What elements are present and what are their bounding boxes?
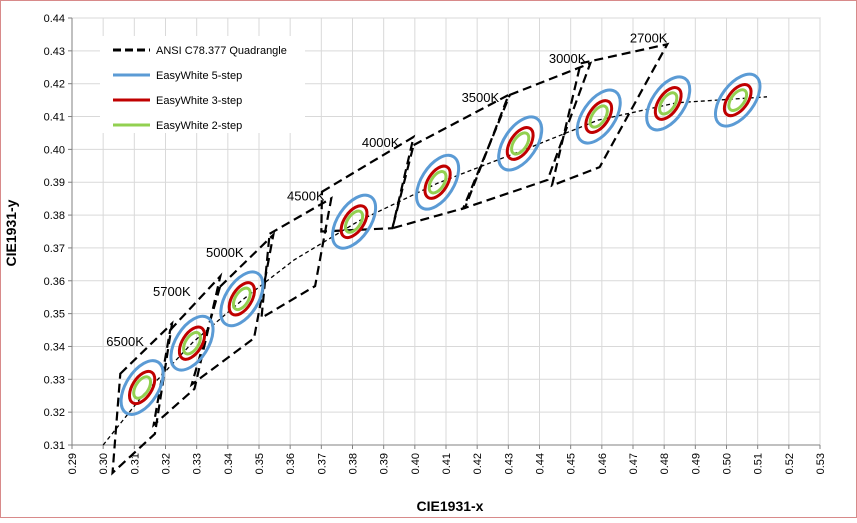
ellipse-5-step — [497, 115, 544, 172]
x-tick-label: 0.33 — [192, 453, 204, 474]
x-tick-label: 0.30 — [98, 453, 110, 474]
ellipse-5-step — [169, 314, 215, 372]
y-tick-label: 0.34 — [44, 341, 65, 353]
legend-label: EasyWhite 2-step — [156, 120, 242, 132]
x-tick-label: 0.44 — [535, 453, 547, 474]
cct-label: 6500K — [106, 334, 144, 349]
ellipse-2-step — [182, 330, 202, 356]
ansi-quadrangles — [111, 42, 670, 476]
axes: 0.29 0.30 0.31 0.32 0.33 0.34 0.35 0.36 0.37 0.38… — [44, 13, 827, 474]
ellipse-3-step — [584, 99, 614, 134]
y-tick-label: 0.31 — [44, 440, 65, 452]
x-tick-label: 0.52 — [784, 453, 796, 474]
x-tick-label: 0.43 — [503, 453, 515, 474]
ellipse-3-step — [423, 164, 452, 200]
cct-label: 2700K — [630, 31, 668, 46]
ellipse-5-step — [575, 88, 622, 145]
y-tick-label: 0.40 — [44, 144, 65, 156]
x-tick-label: 0.50 — [722, 453, 734, 474]
legend-label: ANSI C78.377 Quadrangle — [156, 45, 287, 57]
ellipse-5-step — [331, 193, 378, 250]
ellipse-3-step — [227, 281, 256, 317]
cct-label: 4000K — [362, 135, 400, 150]
ellipse-3-step — [653, 86, 683, 121]
y-tick-label: 0.41 — [44, 112, 65, 124]
ellipse-2-step — [588, 104, 609, 129]
y-tick-label: 0.37 — [44, 243, 65, 255]
x-tick-label: 0.46 — [597, 453, 609, 474]
legend-box — [100, 36, 305, 133]
ellipse-5-step — [645, 75, 692, 132]
y-axis-title: CIE1931-y — [3, 199, 19, 266]
ellipse-3-step — [128, 369, 157, 406]
x-tick-label: 0.31 — [129, 453, 141, 474]
x-tick-label: 0.53 — [815, 453, 827, 474]
ansi-quadrangle-3000k — [461, 61, 593, 211]
ellipse-5-step — [415, 153, 461, 211]
cct-label: 4500K — [287, 189, 325, 204]
y-tick-label: 0.39 — [44, 177, 65, 189]
x-tick-label: 0.35 — [254, 453, 266, 474]
ansi-quadrangle-4000k — [320, 134, 416, 233]
x-tick-label: 0.40 — [410, 453, 422, 474]
ellipse-5-step — [713, 72, 762, 128]
ellipse-2-step — [132, 375, 153, 400]
y-tick-label: 0.42 — [44, 79, 65, 91]
ansi-quadrangle-5000k — [189, 231, 276, 388]
easywhite-ellipses — [119, 72, 762, 416]
x-tick-label: 0.38 — [348, 453, 360, 474]
y-tick-label: 0.36 — [44, 276, 65, 288]
y-tick-label: 0.44 — [44, 13, 65, 25]
ellipse-5-step — [119, 359, 165, 416]
x-tick-label: 0.36 — [285, 453, 297, 474]
ellipse-3-step — [339, 204, 369, 240]
y-tick-label: 0.33 — [44, 374, 65, 386]
x-tick-label: 0.41 — [441, 453, 453, 474]
cct-label: 5000K — [206, 245, 244, 260]
ellipse-2-step — [231, 286, 252, 312]
x-tick-label: 0.32 — [161, 453, 173, 474]
ansi-quadrangle-6500k — [111, 320, 174, 476]
ellipse-2-step — [727, 88, 749, 112]
y-tick-label: 0.35 — [44, 309, 65, 321]
x-tick-label: 0.34 — [223, 453, 235, 474]
legend-label: EasyWhite 3-step — [156, 95, 242, 107]
x-axis-title: CIE1931-x — [417, 498, 484, 514]
cct-labels: 6500K 5700K 5000K 4500K 4000K 3500K 3000K 2700K — [106, 31, 668, 349]
planckian-center-line — [102, 96, 768, 446]
ellipse-2-step — [343, 209, 365, 234]
cct-label: 3500K — [462, 90, 500, 105]
ansi-quadrangle-2700k — [550, 42, 670, 188]
legend: ANSI C78.377 Quadrangle EasyWhite 5-step E… — [100, 36, 305, 133]
x-tick-label: 0.47 — [628, 453, 640, 474]
ellipse-3-step — [722, 83, 753, 118]
ansi-quadrangle-5700k — [152, 272, 223, 428]
x-tick-label: 0.42 — [472, 453, 484, 474]
legend-label: EasyWhite 5-step — [156, 70, 242, 82]
x-tick-label: 0.48 — [659, 453, 671, 474]
ellipse-2-step — [510, 131, 531, 156]
y-tick-label: 0.38 — [44, 210, 65, 222]
ellipse-5-step — [219, 270, 265, 328]
x-tick-label: 0.51 — [753, 453, 765, 474]
cct-label: 3000K — [549, 51, 587, 66]
x-tick-label: 0.29 — [67, 453, 79, 474]
y-tick-label: 0.32 — [44, 407, 65, 419]
x-tick-label: 0.37 — [316, 453, 328, 474]
cct-label: 5700K — [153, 284, 191, 299]
ansi-quadrangle-4500k — [260, 196, 333, 320]
ellipse-2-step — [658, 91, 679, 116]
ellipse-3-step — [177, 325, 207, 361]
x-tick-label: 0.39 — [379, 453, 391, 474]
x-tick-label: 0.49 — [690, 453, 702, 474]
ellipse-2-step — [427, 169, 448, 195]
ellipse-3-step — [505, 126, 535, 161]
planckian-locus-line — [102, 96, 768, 446]
x-tick-label: 0.45 — [566, 453, 578, 474]
y-tick-label: 0.43 — [44, 46, 65, 58]
